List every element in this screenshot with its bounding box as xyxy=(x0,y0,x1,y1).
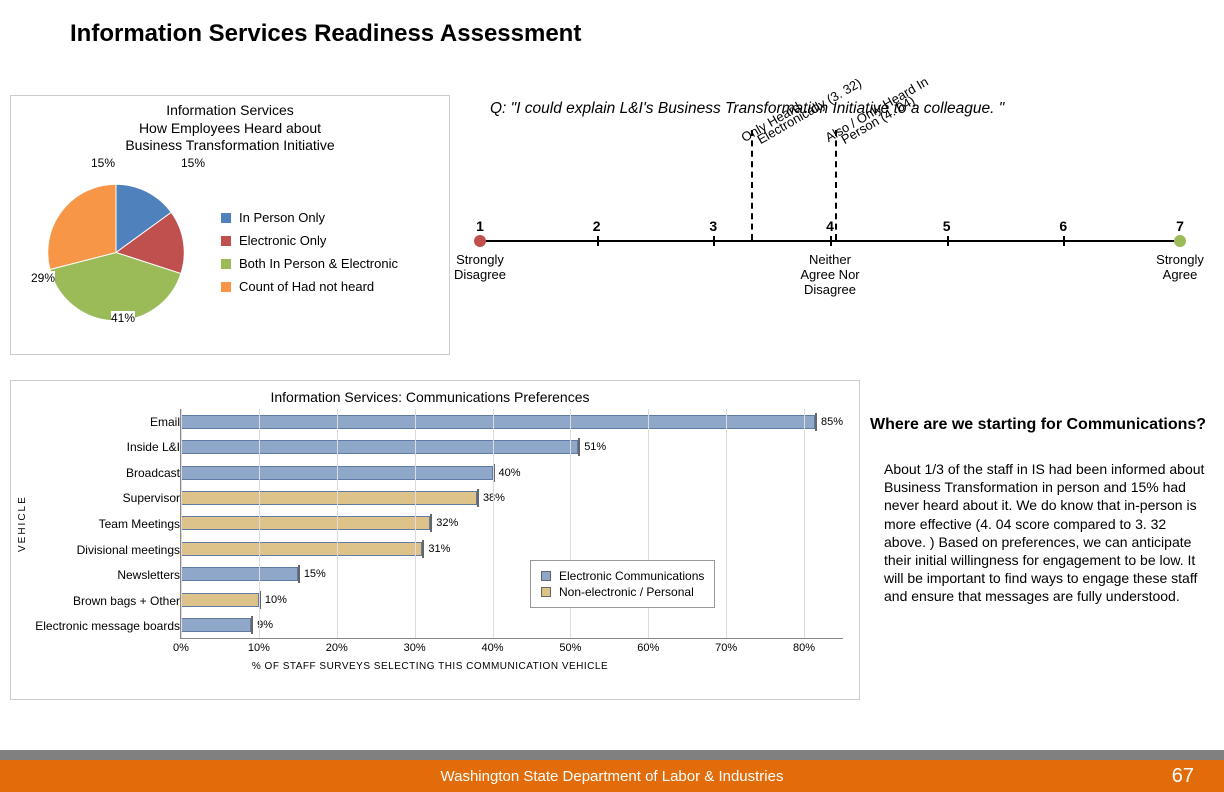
footer-org: Washington State Department of Labor & I… xyxy=(441,768,784,785)
page-number: 67 xyxy=(1172,765,1194,788)
pie-callout: 41% xyxy=(111,311,135,325)
likert-scale: 1Strongly Disagree234Neither Agree Nor D… xyxy=(470,240,1190,242)
narrative-heading: Where are we starting for Communications… xyxy=(870,415,1210,435)
pie-callout: 29% xyxy=(31,271,55,285)
narrative-body: About 1/3 of the staff in IS had been in… xyxy=(884,460,1212,606)
bar-plot: 0%10%20%30%40%50%60%70%80%85%51%40%38%32… xyxy=(180,409,843,639)
bar-ylabel: VEHICLE xyxy=(17,409,28,639)
bar-xlabel: % OF STAFF SURVEYS SELECTING THIS COMMUN… xyxy=(17,661,843,672)
survey-question: Q: "I could explain L&I's Business Trans… xyxy=(490,100,1004,118)
page-title: Information Services Readiness Assessmen… xyxy=(70,20,581,48)
scale-line: 1Strongly Disagree234Neither Agree Nor D… xyxy=(480,240,1180,242)
bar-categories: EmailInside L&IBroadcastSupervisorTeam M… xyxy=(30,409,180,639)
pie-legend: In Person OnlyElectronic OnlyBoth In Per… xyxy=(221,202,398,302)
bar-chart: Information Services: Communications Pre… xyxy=(10,380,860,700)
pie-title: Information ServicesHow Employees Heard … xyxy=(11,102,449,155)
bar-title: Information Services: Communications Pre… xyxy=(17,389,843,405)
pie-chart: Information ServicesHow Employees Heard … xyxy=(10,95,450,355)
footer: Washington State Department of Labor & I… xyxy=(0,750,1224,792)
bar-legend: Electronic CommunicationsNon-electronic … xyxy=(530,560,715,608)
pie-callout: 15% xyxy=(181,156,205,170)
pie-callout: 15% xyxy=(91,156,115,170)
